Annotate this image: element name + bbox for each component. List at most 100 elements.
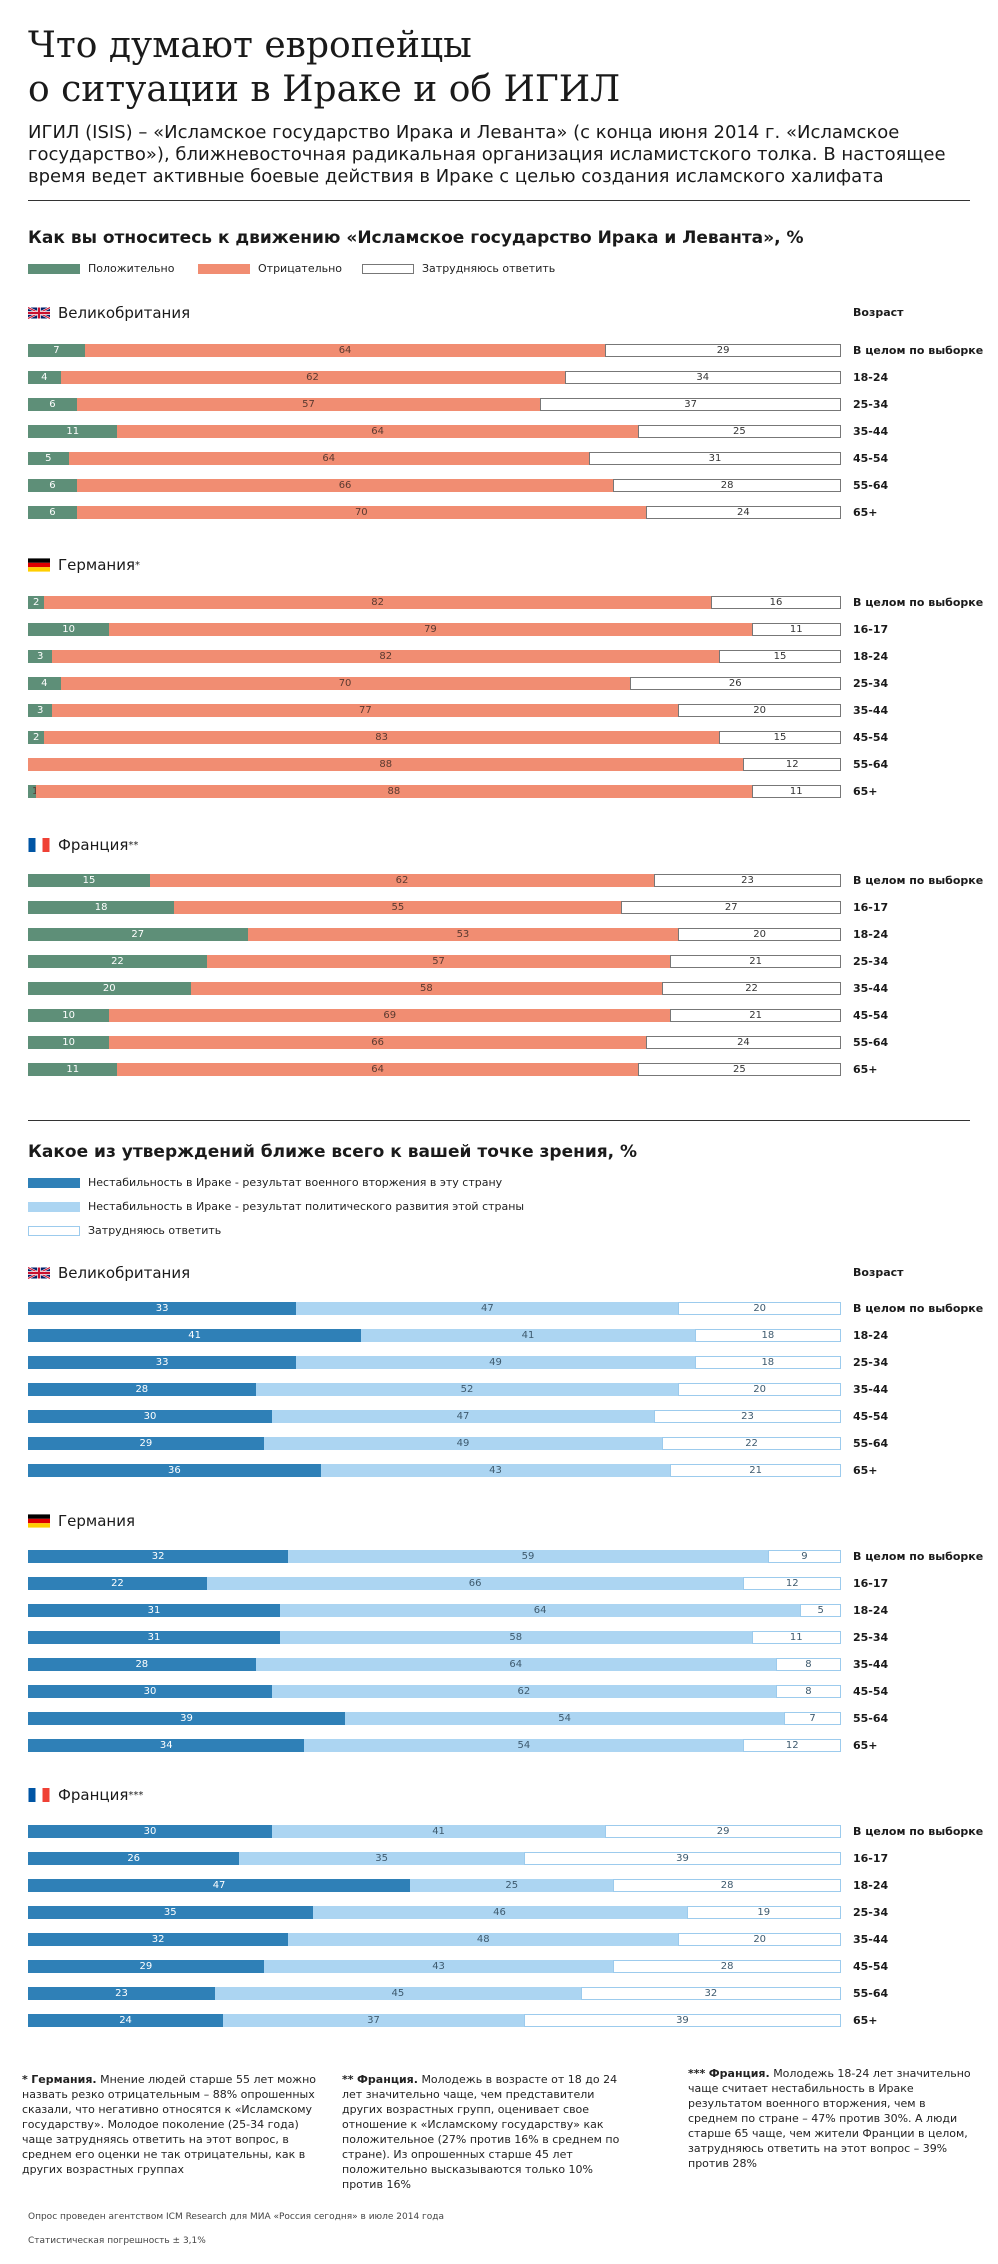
legend-label-undecided: Затрудняюсь ответить — [422, 262, 556, 275]
bar-segment-military: 32 — [28, 1933, 289, 1946]
bar-segment-positive: 18 — [28, 901, 175, 914]
data-label: 37 — [684, 399, 697, 410]
age-label: 25-34 — [853, 955, 889, 968]
data-label: 54 — [517, 1740, 531, 1751]
bar-segment-political: 41 — [361, 1329, 695, 1342]
bar-segment-political: 54 — [345, 1712, 785, 1725]
data-label: 35 — [163, 1907, 177, 1918]
bar-segment-negative: 88 — [36, 785, 752, 798]
bar-segment-undecided: 19 — [686, 1906, 841, 1919]
data-label: 35 — [375, 1853, 389, 1864]
bar-segment-negative: 62 — [60, 371, 565, 384]
age-label: В целом по выборке — [853, 1302, 984, 1315]
footnote-france-1: ** Франция. Молодежь в возрасте от 18 до… — [342, 2072, 622, 2192]
data-label: 62 — [517, 1686, 531, 1697]
data-label: 34 — [159, 1740, 173, 1751]
bar-segment-undecided: 20 — [678, 1302, 841, 1315]
data-label: 18 — [761, 1357, 775, 1368]
bar-segment-positive: 3 — [28, 650, 53, 663]
age-label: 45-54 — [853, 1410, 889, 1423]
age-label: 16-17 — [853, 901, 889, 914]
data-label: 70 — [338, 678, 352, 689]
bar-segment-military: 28 — [28, 1383, 256, 1396]
data-label: 10 — [62, 1037, 76, 1048]
data-label: 10 — [62, 1010, 76, 1021]
data-label: 49 — [489, 1357, 502, 1368]
data-label: 46 — [493, 1907, 506, 1918]
uk-flag-icon — [28, 306, 50, 320]
data-label: 9 — [801, 1551, 808, 1562]
country-heading: Германия — [28, 1512, 135, 1530]
legend-swatch-undecided-2 — [28, 1225, 80, 1236]
age-label: 18-24 — [853, 650, 889, 663]
bar-segment-undecided: 5 — [800, 1604, 841, 1617]
data-label: 16 — [769, 597, 783, 608]
bar-segment-negative: 55 — [174, 901, 622, 914]
title-line-2: о ситуации в Ираке и об ИГИЛ — [28, 69, 621, 110]
age-label: 55-64 — [853, 479, 889, 492]
bar-segment-military: 30 — [28, 1825, 272, 1838]
bar-segment-undecided: 26 — [629, 677, 841, 690]
country-heading: Великобритания — [28, 1264, 190, 1282]
data-label: 59 — [521, 1551, 535, 1562]
data-label: 39 — [676, 1853, 689, 1864]
data-label: 77 — [359, 705, 372, 716]
bar-segment-negative: 82 — [52, 650, 720, 663]
data-label: 29 — [716, 345, 730, 356]
bar-segment-undecided: 23 — [654, 1410, 841, 1423]
data-label: 64 — [509, 1659, 523, 1670]
stacked-bar: 33 47 20 — [28, 1302, 841, 1315]
stacked-bar: 20 58 22 — [28, 982, 841, 995]
bar-segment-political: 47 — [296, 1302, 679, 1315]
bar-segment-political: 64 — [280, 1604, 801, 1617]
data-label: 62 — [395, 875, 409, 886]
stacked-bar: 6 66 28 — [28, 479, 841, 492]
bar-segment-positive: 1 — [28, 785, 38, 798]
data-label: 52 — [460, 1384, 474, 1395]
bar-segment-military: 22 — [28, 1577, 207, 1590]
bar-segment-undecided: 28 — [613, 479, 841, 492]
data-label: 79 — [424, 624, 437, 635]
stacked-bar: 18 55 27 — [28, 901, 841, 914]
data-label: 20 — [753, 1303, 767, 1314]
stacked-bar: 10 66 24 — [28, 1036, 841, 1049]
data-label: 23 — [741, 875, 754, 886]
bar-segment-undecided: 27 — [621, 901, 841, 914]
bar-segment-negative: 57 — [76, 398, 541, 411]
stacked-bar: 29 49 22 — [28, 1437, 841, 1450]
stacked-bar: 3 82 15 — [28, 650, 841, 663]
stacked-bar: 08812 — [28, 758, 841, 771]
data-label: 21 — [749, 956, 762, 967]
data-label: 47 — [480, 1303, 494, 1314]
bar-segment-undecided: 8 — [775, 1658, 841, 1671]
age-label: 25-34 — [853, 1356, 889, 1369]
bar-segment-undecided: 39 — [523, 2014, 841, 2027]
legend-military: Нестабильность в Ираке - результат военн… — [28, 1176, 502, 1189]
age-label: 45-54 — [853, 731, 889, 744]
bar-segment-undecided: 18 — [694, 1329, 841, 1342]
data-label: 30 — [143, 1826, 157, 1837]
bar-segment-undecided: 15 — [719, 731, 841, 744]
bar-segment-military: 30 — [28, 1410, 272, 1423]
bar-segment-military: 26 — [28, 1852, 240, 1865]
bar-segment-negative: 64 — [117, 425, 638, 438]
data-label: 82 — [371, 597, 384, 608]
data-label: 28 — [720, 480, 734, 491]
age-label: 16-17 — [853, 623, 889, 636]
age-label: 35-44 — [853, 1933, 889, 1946]
data-label: 22 — [745, 1438, 758, 1449]
germany-flag-icon — [28, 1514, 50, 1528]
age-label: В целом по выборке — [853, 596, 984, 609]
bar-segment-political: 35 — [239, 1852, 524, 1865]
chart-1-title: Как вы относитесь к движению «Исламское … — [28, 228, 804, 248]
data-label: 20 — [753, 1934, 767, 1945]
bar-segment-negative: 79 — [109, 623, 752, 636]
data-label: 11 — [789, 1632, 803, 1643]
data-label: 12 — [785, 1578, 799, 1589]
bar-segment-military: 36 — [28, 1464, 321, 1477]
legend-label-undecided-2: Затрудняюсь ответить — [88, 1224, 222, 1237]
age-label: 18-24 — [853, 371, 889, 384]
data-label: 57 — [432, 956, 445, 967]
country-heading: Франция *** — [28, 1786, 143, 1804]
data-label: 28 — [135, 1659, 149, 1670]
